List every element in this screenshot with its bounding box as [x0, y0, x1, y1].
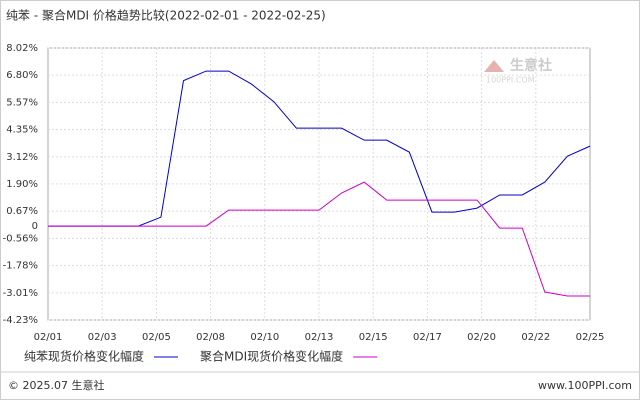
x-tick-label: 02/10 — [250, 332, 279, 343]
y-tick-label: 5.57% — [6, 97, 38, 108]
x-tick-label: 02/20 — [467, 332, 496, 343]
x-tick-label: 02/17 — [413, 332, 442, 343]
chart-title: 纯苯 - 聚合MDI 价格趋势比较(2022-02-01 - 2022-02-2… — [6, 8, 326, 23]
y-tick-label: -1.78% — [3, 261, 38, 272]
y-tick-label: 4.35% — [6, 124, 38, 135]
x-tick-label: 02/13 — [305, 332, 334, 343]
x-tick-label: 02/08 — [196, 332, 225, 343]
y-tick-label: -0.56% — [3, 234, 38, 245]
y-tick-label: 8.02% — [6, 43, 38, 54]
legend-label: 聚合MDI现货价格变化幅度 — [200, 349, 343, 364]
x-tick-label: 02/05 — [142, 332, 171, 343]
watermark-name: 生意社 — [510, 57, 552, 74]
y-tick-label: 0 — [32, 221, 38, 232]
x-tick-label: 02/03 — [88, 332, 117, 343]
y-tick-label: -3.01% — [3, 288, 38, 299]
y-tick-label: 3.12% — [6, 152, 38, 163]
x-tick-label: 02/22 — [521, 332, 550, 343]
logo — [484, 60, 504, 72]
watermark-url: 100PPI.COM — [486, 76, 535, 85]
footer-left: © 2025.07 生意社 — [8, 378, 104, 392]
y-tick-label: 0.67% — [6, 206, 38, 217]
x-tick-label: 02/01 — [34, 332, 63, 343]
y-tick-label: 1.90% — [6, 179, 38, 190]
footer-right: www.100PPI.com — [538, 379, 632, 392]
x-tick-label: 02/25 — [576, 332, 605, 343]
series-line — [48, 181, 590, 297]
legend-label: 纯苯现货价格变化幅度 — [24, 349, 144, 364]
y-tick-label: -4.23% — [3, 315, 38, 326]
watermark: 生意社 100PPI.COM — [484, 57, 552, 85]
x-tick-label: 02/15 — [359, 332, 388, 343]
y-tick-label: 6.80% — [6, 70, 38, 81]
